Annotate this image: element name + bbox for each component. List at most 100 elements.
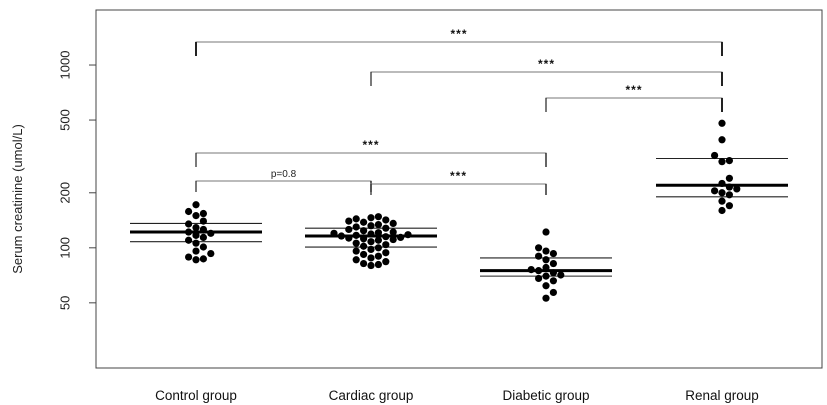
control-group-point-1 — [199, 255, 207, 263]
control-group-point-14 — [185, 220, 193, 228]
control-group-point-19 — [192, 201, 200, 209]
cardiac-group-point-17 — [389, 235, 397, 244]
control-group-point-18 — [185, 207, 193, 216]
diabetic-group-point-1 — [549, 288, 558, 297]
y-tick-label-1000: 1000 — [57, 51, 72, 80]
cardiac-group-point-8 — [382, 249, 390, 257]
category-label-renal-group: Renal group — [685, 388, 759, 403]
cardiac-group-point-13 — [382, 241, 390, 249]
category-label-control-group: Control group — [155, 388, 237, 403]
cardiac-group-point-41 — [374, 213, 382, 221]
renal-group-point-5 — [711, 187, 719, 195]
category-label-cardiac-group: Cardiac group — [329, 388, 414, 403]
renal-group-point-4 — [718, 189, 726, 197]
cardiac-group-point-14 — [352, 239, 360, 247]
cardiac-group-point-2 — [360, 259, 368, 268]
bracket-cardiac-group-vs-diabetic-group — [370, 183, 547, 195]
control-group-point-16 — [192, 212, 200, 220]
bracket-cardiac-group-vs-renal-group — [370, 71, 723, 86]
bracket-diabetic-group-vs-renal-group — [545, 97, 723, 112]
control-group-point-13 — [192, 223, 200, 232]
cardiac-group-point-9 — [352, 247, 360, 255]
cardiac-group-point-1 — [374, 260, 382, 269]
renal-group-point-3 — [725, 191, 734, 199]
cardiac-group-point-34 — [374, 220, 382, 229]
cardiac-group-point-38 — [382, 216, 390, 224]
diabetic-group-point-12 — [542, 256, 550, 264]
bracket-diabetic-group-vs-renal-group-label: *** — [625, 83, 642, 97]
renal-group-point-12 — [711, 151, 719, 160]
cardiac-group-point-32 — [352, 223, 360, 231]
y-tick-label-500: 500 — [57, 109, 72, 131]
diabetic-group-point-13 — [535, 252, 543, 260]
diabetic-group-point-0 — [542, 294, 550, 302]
bracket-control-group-vs-diabetic-group-label: *** — [362, 138, 379, 152]
control-group-point-0 — [192, 256, 200, 264]
control-group-point-6 — [192, 239, 200, 247]
renal-group-point-0 — [718, 206, 726, 215]
bracket-control-group-vs-cardiac-group-label: p=0.8 — [271, 169, 297, 180]
y-tick-label-50: 50 — [57, 296, 72, 310]
diabetic-group-point-15 — [542, 247, 550, 255]
cardiac-group-point-6 — [374, 252, 382, 260]
diabetic-group-point-5 — [542, 272, 550, 280]
bracket-control-group-vs-renal-group — [195, 41, 723, 56]
plot-frame — [95, 9, 823, 369]
y-tick-label-200: 200 — [57, 182, 72, 204]
control-group-point-5 — [199, 243, 207, 251]
renal-group-point-10 — [718, 158, 726, 166]
significance-brackets: *** *** *** *** p=0.8 *** — [195, 27, 723, 195]
cardiac-group-point-0 — [367, 261, 375, 270]
diabetic-group-point-11 — [549, 259, 558, 268]
diabetic-group-point-2 — [542, 282, 550, 290]
bracket-cardiac-group-vs-diabetic-group-label: *** — [450, 169, 467, 183]
cardiac-group-point-30 — [345, 225, 353, 234]
renal-group-point-6 — [733, 185, 741, 193]
control-group-point-2 — [185, 253, 193, 261]
control-group-point-3 — [207, 249, 215, 258]
cardiac-group-point-28 — [389, 228, 397, 236]
diabetic-group-point-14 — [549, 249, 558, 258]
diabetic-group-point-6 — [557, 271, 565, 279]
bracket-cardiac-group-vs-renal-group-label: *** — [538, 57, 555, 71]
axes: 50 100 200 500 1000 Serum creatinine (umol/L) — [10, 9, 823, 369]
renal-group-point-9 — [725, 174, 734, 182]
cardiac-group-point-15 — [367, 238, 375, 246]
cardiac-group-point-37 — [345, 217, 353, 225]
renal-group-point-13 — [718, 136, 726, 144]
renal-group-point-11 — [725, 156, 734, 165]
median-lines — [130, 183, 788, 273]
cardiac-group-point-12 — [360, 242, 368, 250]
renal-group-point-14 — [718, 119, 726, 127]
diabetic-group-point-4 — [535, 274, 543, 283]
cardiac-group-point-35 — [389, 219, 397, 227]
category-label-diabetic-group: Diabetic group — [502, 388, 589, 403]
control-group-point-15 — [199, 217, 207, 225]
cardiac-group-point-7 — [360, 250, 368, 259]
cardiac-group-point-10 — [367, 245, 375, 254]
y-tick-label-100: 100 — [57, 237, 72, 259]
bracket-control-group-vs-diabetic-group — [195, 152, 547, 167]
diabetic-group-point-3 — [549, 277, 558, 285]
cardiac-group-point-3 — [382, 258, 390, 266]
control-group-point-4 — [192, 247, 200, 255]
bracket-control-group-vs-renal-group-label: *** — [450, 27, 467, 41]
cardiac-group-point-33 — [367, 222, 375, 230]
control-group-point-7 — [185, 236, 193, 244]
bracket-control-group-vs-cardiac-group — [195, 180, 372, 192]
control-group-point-17 — [199, 209, 207, 218]
control-group-point-9 — [192, 231, 200, 239]
y-axis-title: Serum creatinine (umol/L) — [10, 124, 25, 274]
cardiac-group-point-5 — [367, 254, 375, 262]
cardiac-group-point-16 — [374, 236, 382, 244]
cardiac-group-point-11 — [374, 244, 382, 252]
cardiac-group-point-29 — [360, 227, 368, 235]
diabetic-group-point-16 — [535, 244, 543, 252]
cardiac-group-point-39 — [352, 215, 360, 223]
renal-group-point-2 — [718, 197, 726, 205]
category-labels: Control group Cardiac group Diabetic group… — [155, 388, 759, 403]
diabetic-group-point-17 — [542, 228, 550, 236]
renal-group-point-1 — [725, 202, 734, 210]
cardiac-group-point-31 — [382, 224, 390, 232]
